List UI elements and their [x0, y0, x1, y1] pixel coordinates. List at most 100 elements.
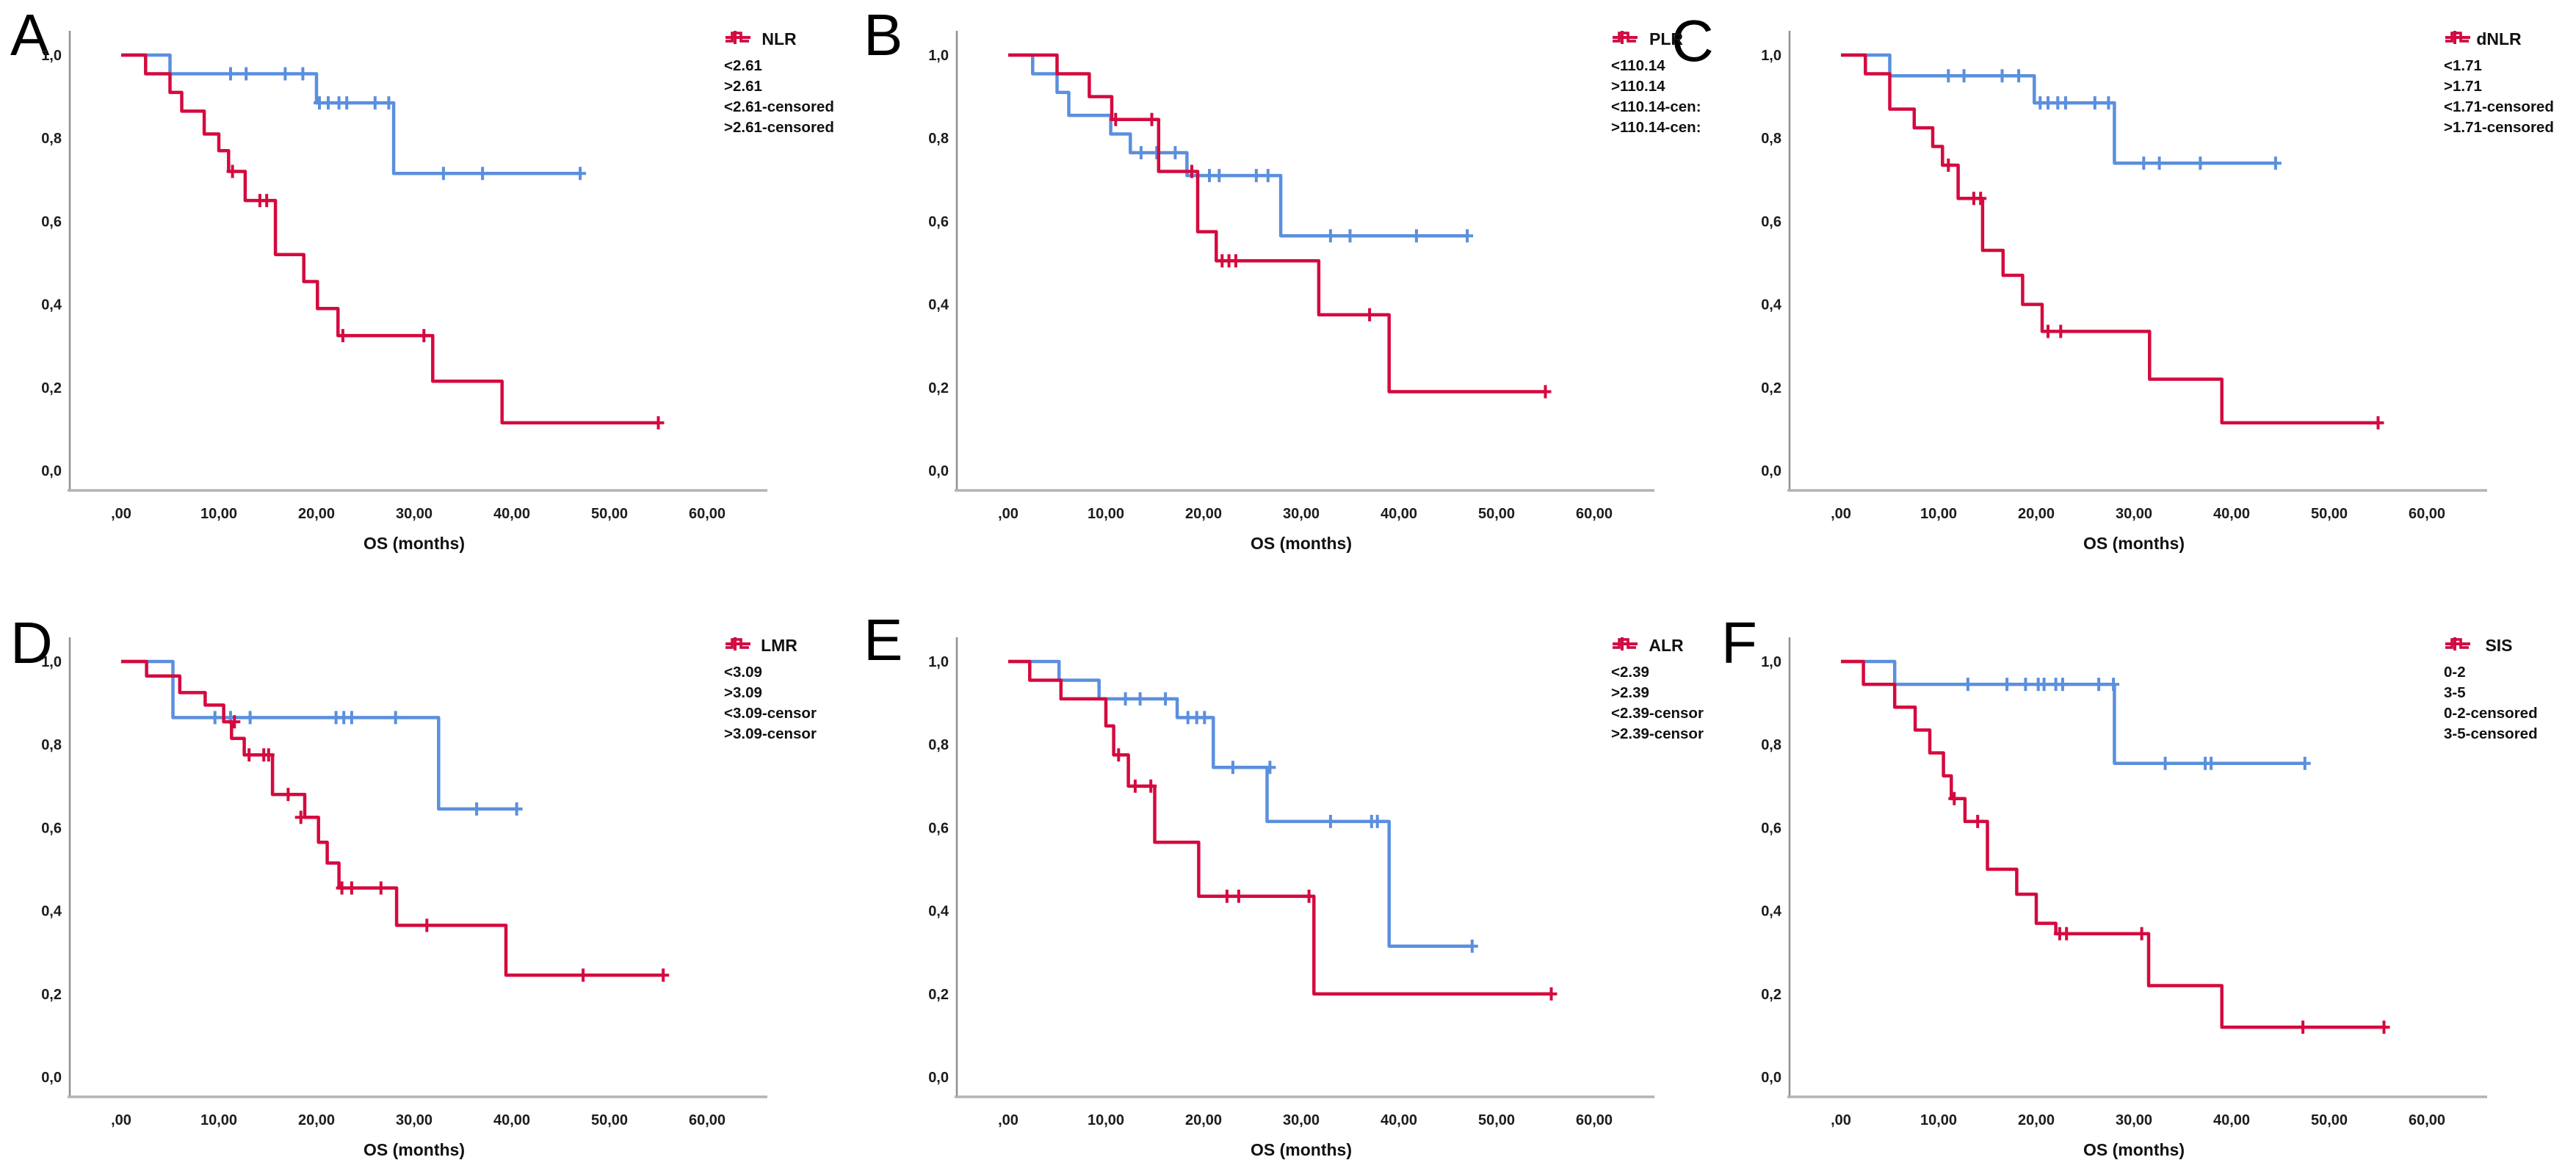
x-tick-label: 10,00 — [1088, 506, 1124, 522]
x-tick-label: 30,00 — [396, 506, 433, 522]
legend-item: >2.61-censored — [724, 31, 887, 138]
km-plot-nlr: 1,0 0,8 0,6 0,4 0,2 0,0 ,00 10,00 20,00 30,00 40,0… — [41, 31, 767, 553]
y-tick-label: 0,2 — [41, 380, 62, 396]
legend-title: NLR — [761, 29, 797, 48]
legend-label: 3-5 — [2444, 684, 2466, 701]
y-tick-label: 0,8 — [1761, 737, 1781, 753]
legend-item: >3.09-censor — [724, 637, 887, 744]
y-tick-label: 0,4 — [41, 904, 62, 920]
x-axis-title: OS (months) — [1251, 534, 1352, 553]
censor-marks-red — [1112, 748, 1557, 1001]
survival-curve-blue — [1008, 53, 1468, 238]
legend-label: <2.61 — [724, 57, 762, 74]
x-tick-label: ,00 — [998, 1112, 1019, 1128]
legend-title: PLR — [1649, 29, 1683, 48]
y-tick-label: 0,4 — [1761, 904, 1782, 920]
legend-sis: SIS 0-2 3-5 0-2-censored 3-5-censored — [2444, 636, 2576, 744]
y-tick-label: 1,0 — [928, 654, 949, 670]
legend-item: 0-2 — [2444, 638, 2576, 683]
y-tick-label: 0,8 — [1761, 131, 1781, 147]
legend-label: <2.39 — [1611, 664, 1649, 681]
panel-letter-e: E — [864, 607, 903, 673]
y-tick-label: 0,4 — [1761, 297, 1782, 313]
legend-plr: PLR <110.14 >110.14 <110.14-cen: >110.14… — [1611, 29, 1774, 138]
y-tick-label: 0,4 — [41, 297, 62, 313]
x-axis-title: OS (months) — [2083, 1140, 2185, 1159]
censor-marks-red — [1948, 791, 2390, 1034]
x-tick-label: 30,00 — [2116, 506, 2152, 522]
legend-title: SIS — [2485, 636, 2513, 655]
legend-item: >110.14-cen: — [1611, 31, 1774, 138]
censor-plus-icon — [2445, 31, 2470, 44]
panel-letter-d: D — [10, 610, 53, 675]
y-tick-label: 0,0 — [1761, 1070, 1781, 1086]
legend-nlr: NLR <2.61 >2.61 <2.61-censored >2.61-cen… — [724, 29, 887, 138]
x-tick-label: ,00 — [111, 506, 131, 522]
legend-label: >2.39 — [1611, 684, 1649, 701]
survival-curve-blue — [1841, 659, 2305, 765]
panel-e: 1,0 0,8 0,6 0,4 0,2 0,0 ,00 10,00 20,00 30,00 40,0… — [887, 606, 1774, 1160]
legend-title: LMR — [761, 636, 797, 655]
censor-marks-blue — [1135, 146, 1474, 243]
legend-dnlr: dNLR <1.71 >1.71 <1.71-censored >1.71-ce… — [2444, 29, 2576, 138]
x-tick-label: 50,00 — [1478, 506, 1515, 522]
x-tick-label: 40,00 — [2213, 506, 2250, 522]
censor-plus-icon — [1613, 637, 1638, 650]
y-tick-label: 1,0 — [41, 654, 62, 670]
x-tick-label: ,00 — [1831, 1112, 1851, 1128]
x-tick-label: 10,00 — [1920, 1112, 1957, 1128]
survival-curve-blue — [121, 659, 517, 811]
x-tick-label: 30,00 — [396, 1112, 433, 1128]
legend-label: >2.61-censored — [724, 119, 834, 136]
y-tick-label: 0,4 — [928, 904, 949, 920]
legend-label: 0-2-censored — [2444, 705, 2538, 722]
x-tick-label: 60,00 — [689, 506, 726, 522]
y-tick-label: 0,4 — [928, 297, 949, 313]
x-tick-label: 40,00 — [493, 506, 530, 522]
y-tick-label: 0,6 — [1761, 214, 1781, 230]
panel-d: 1,0 0,8 0,6 0,4 0,2 0,0 ,00 10,00 20,00 30,00 40,0… — [0, 606, 887, 1160]
y-tick-label: 0,6 — [1761, 820, 1781, 836]
censor-plus-icon — [726, 31, 750, 44]
legend-label: <1.71 — [2444, 57, 2482, 74]
legend-label: >110.14 — [1611, 78, 1665, 95]
x-tick-label: ,00 — [1831, 506, 1851, 522]
y-tick-label: 0,8 — [928, 131, 949, 147]
x-tick-label: 20,00 — [1185, 506, 1222, 522]
legend-item: <3.09-censor — [724, 637, 887, 724]
legend-label: <1.71-censored — [2444, 98, 2554, 115]
censor-marks-blue — [225, 67, 587, 181]
legend-item: 3-5-censored — [2444, 637, 2576, 744]
censor-marks-red — [1942, 159, 2384, 429]
censor-plus-icon — [1613, 31, 1638, 44]
x-tick-label: 60,00 — [2409, 1112, 2445, 1128]
legend-label: >3.09-censor — [724, 725, 817, 742]
legend-label: 0-2 — [2444, 664, 2466, 681]
legend-label: <2.61-censored — [724, 98, 834, 115]
censor-marks-blue — [1119, 692, 1478, 953]
legend-item: >2.61 — [724, 32, 887, 97]
x-tick-label: 60,00 — [1576, 1112, 1613, 1128]
y-tick-label: 0,6 — [928, 214, 949, 230]
x-tick-label: 20,00 — [1185, 1112, 1222, 1128]
panel-letter-f: F — [1721, 610, 1757, 675]
km-plot-alr: 1,0 0,8 0,6 0,4 0,2 0,0 ,00 10,00 20,00 30,00 40,0… — [928, 637, 1654, 1159]
x-tick-label: 60,00 — [2409, 506, 2445, 522]
y-tick-label: 1,0 — [1761, 654, 1781, 670]
legend-alr: ALR <2.39 >2.39 <2.39-censor >2.39-censo… — [1611, 636, 1774, 744]
panel-letter-a: A — [10, 2, 50, 68]
legend-label: >1.71-censored — [2444, 119, 2554, 136]
legend-item: <2.61-censored — [724, 31, 887, 117]
km-plot-plr: 1,0 0,8 0,6 0,4 0,2 0,0 ,00 10,00 20,00 30,00 40,0… — [928, 31, 1654, 553]
legend-label: <3.09 — [724, 664, 762, 681]
censor-marks-red — [226, 164, 665, 429]
x-tick-label: 10,00 — [1920, 506, 1957, 522]
legend-label: >2.61 — [724, 78, 762, 95]
x-tick-label: 50,00 — [591, 506, 628, 522]
x-tick-label: 30,00 — [2116, 1112, 2152, 1128]
x-axis-title: OS (months) — [2083, 534, 2185, 553]
x-tick-label: 40,00 — [1381, 506, 1417, 522]
x-tick-label: 10,00 — [200, 1112, 237, 1128]
y-tick-label: 1,0 — [928, 48, 949, 64]
y-tick-label: 1,0 — [41, 48, 62, 64]
